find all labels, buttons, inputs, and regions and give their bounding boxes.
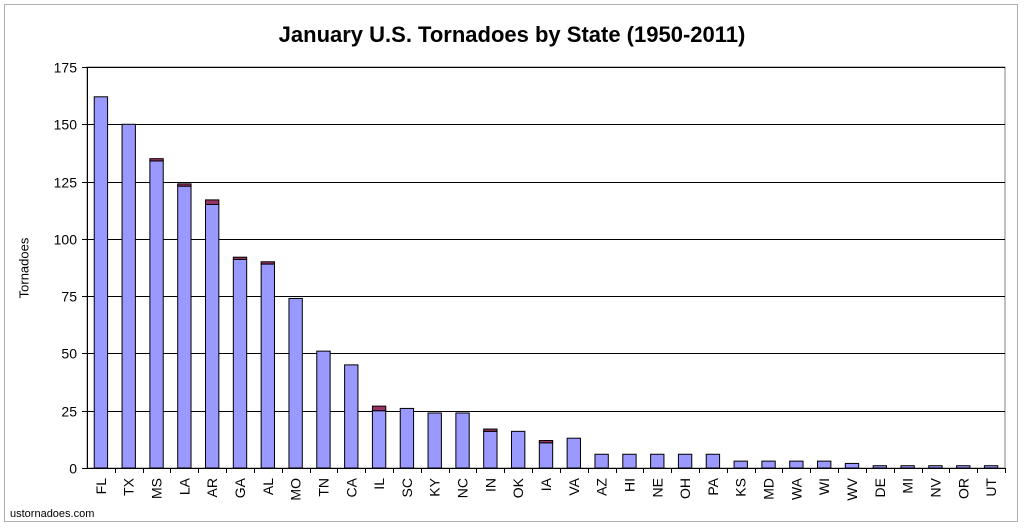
bar-oh (677, 453, 693, 469)
bar-ut (983, 465, 999, 469)
x-tick-label: IA (538, 477, 554, 491)
bar-ne (650, 453, 665, 469)
bar-va (566, 437, 581, 469)
x-tick-label: VA (566, 477, 582, 495)
bar-tn (316, 350, 331, 469)
bar-ok (511, 430, 526, 469)
source-label: ustornadoes.com (10, 508, 95, 520)
bar-il-segment-2 (371, 405, 387, 412)
x-tick-label: LA (176, 477, 192, 495)
x-tick-label: WA (788, 477, 804, 500)
bar-al-segment-2 (260, 261, 275, 265)
x-tick-label: IL (371, 478, 387, 490)
y-tick-label: 125 (54, 175, 78, 191)
x-tick-label: DE (872, 478, 888, 497)
bar-az (594, 453, 609, 469)
bar-wi (817, 460, 832, 469)
bar-nv (928, 465, 943, 469)
y-tick-label: 75 (61, 289, 77, 305)
x-tick-label: AZ (594, 478, 610, 496)
plot-area (86, 66, 1006, 469)
bar-il (371, 410, 387, 469)
bar-la-segment-2 (177, 183, 192, 187)
x-tick-label: UT (983, 478, 999, 497)
y-tick-label: 0 (69, 461, 77, 477)
x-tick-label: SC (399, 478, 415, 497)
x-tick-label: NV (927, 477, 943, 497)
y-tick-label: 175 (54, 60, 78, 76)
x-tick-label: AL (260, 478, 276, 495)
bar-ar-segment-2 (205, 199, 220, 205)
x-tick-label: MO (288, 478, 304, 501)
bar-pa (705, 453, 721, 469)
bar-hi (622, 453, 637, 469)
bar-mi (900, 465, 915, 469)
x-tick-label: KS (733, 478, 749, 497)
bar-de (872, 465, 887, 469)
x-tick-label: IN (482, 478, 498, 492)
bar-in-segment-2 (483, 428, 498, 432)
x-tick-label: NE (649, 478, 665, 497)
x-tick-label: HI (621, 478, 637, 492)
bar-tx (121, 123, 136, 469)
bar-ga-segment-2 (232, 256, 248, 260)
bar-ky (427, 412, 442, 469)
x-tick-label: MD (761, 478, 777, 500)
bar-ga (232, 258, 248, 469)
bar-al (260, 263, 275, 469)
bar-or (956, 465, 971, 469)
bar-la (177, 185, 192, 469)
x-tick-label: OK (510, 477, 526, 498)
x-tick-label: OR (955, 478, 971, 499)
bar-sc (399, 407, 415, 469)
bar-wv (844, 462, 860, 469)
bar-ms (149, 160, 164, 469)
x-tick-label: WI (816, 478, 832, 495)
x-tick-label: OH (677, 478, 693, 499)
bar-ca (344, 364, 359, 469)
x-tick-label: MS (149, 478, 165, 499)
x-tick-label: TN (315, 478, 331, 497)
y-tick-label: 25 (61, 404, 77, 420)
bar-ia (538, 442, 554, 469)
bar-ar (205, 203, 220, 469)
bar-ks (733, 460, 748, 469)
x-tick-label: MI (900, 478, 916, 494)
x-tick-label: PA (705, 477, 721, 495)
bar-ia-segment-2 (538, 440, 554, 444)
chart-title: January U.S. Tornadoes by State (1950-20… (278, 22, 746, 47)
x-tick-label: NC (455, 478, 471, 498)
x-tick-label: GA (232, 477, 248, 498)
bar-fl (93, 96, 109, 469)
y-tick-label: 150 (54, 117, 78, 133)
bar-in (483, 430, 498, 469)
x-tick-label: FL (93, 478, 109, 495)
x-tick-label: WV (844, 477, 860, 500)
y-tick-label: 100 (54, 232, 78, 248)
bar-wa (789, 460, 804, 469)
x-tick-label: TX (121, 477, 137, 496)
bar-mo (288, 297, 303, 469)
y-tick-label: 50 (61, 346, 77, 362)
bar-nc (455, 412, 470, 469)
x-tick-label: AR (204, 478, 220, 497)
bar-md (761, 460, 776, 469)
bar-ms-segment-2 (149, 158, 164, 162)
x-tick-label: KY (427, 477, 443, 496)
x-tick-label: CA (343, 477, 359, 497)
